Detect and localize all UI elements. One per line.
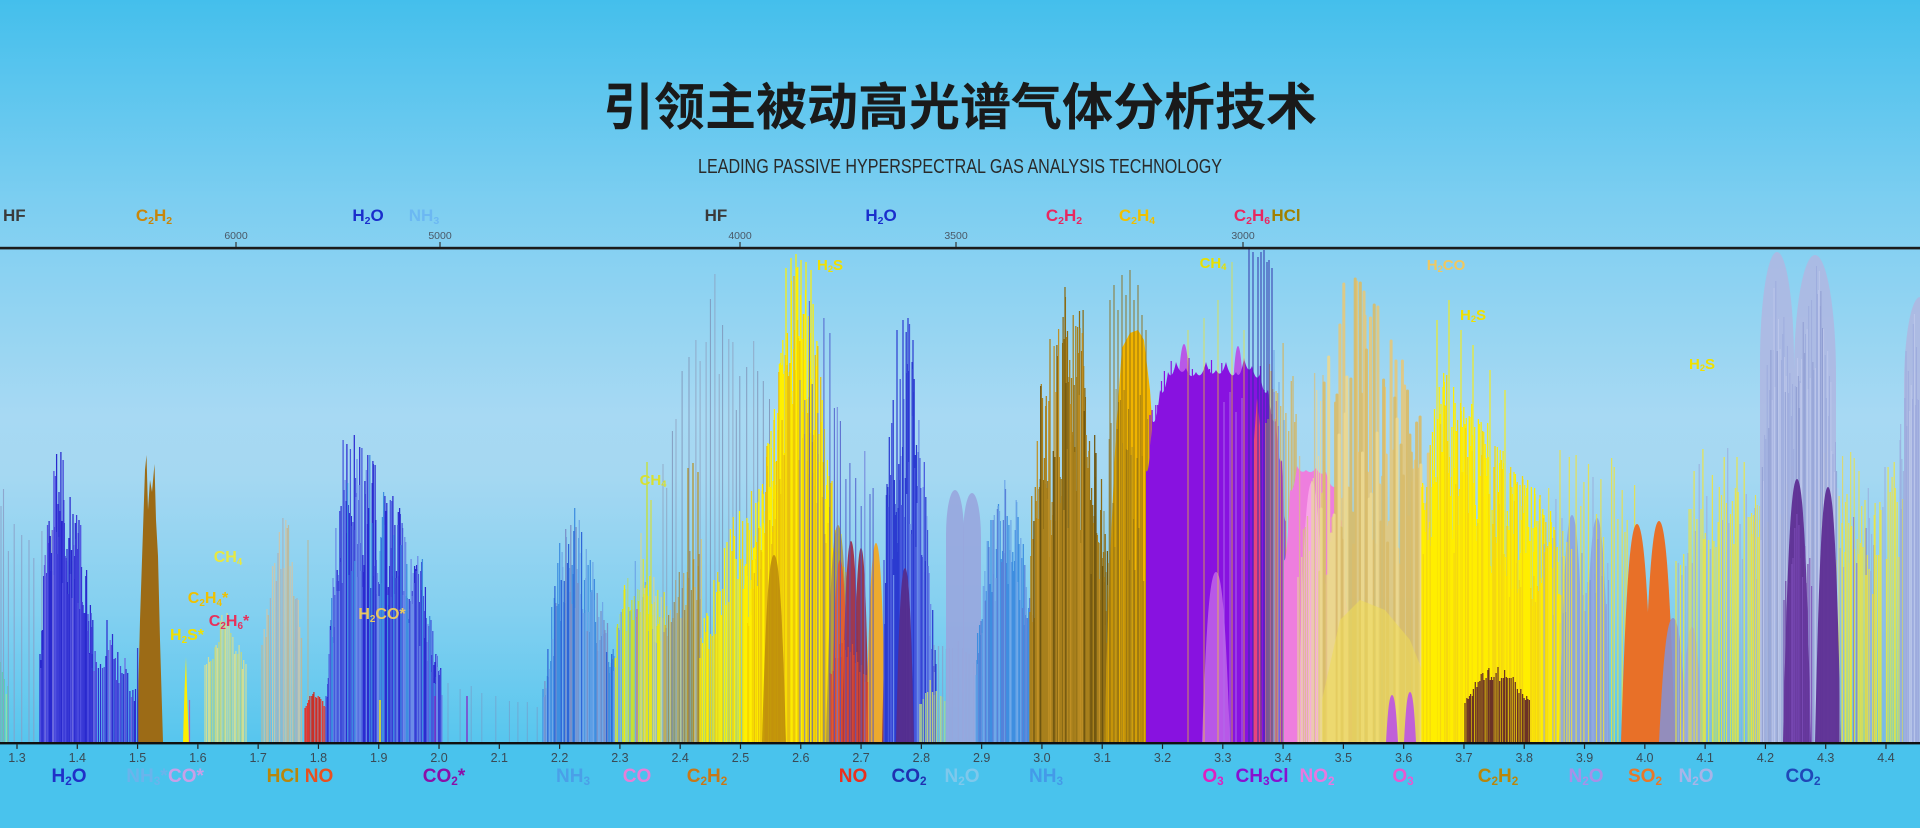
svg-text:H2S: H2S <box>1460 307 1486 324</box>
svg-text:NH3*: NH3* <box>126 766 168 788</box>
svg-text:1.3: 1.3 <box>8 751 25 765</box>
svg-text:H2S: H2S <box>1689 356 1715 373</box>
svg-text:3.5: 3.5 <box>1335 751 1352 765</box>
svg-text:4.1: 4.1 <box>1696 751 1713 765</box>
svg-text:3.1: 3.1 <box>1094 751 1111 765</box>
svg-text:HCl: HCl <box>267 766 300 787</box>
svg-text:3.9: 3.9 <box>1576 751 1593 765</box>
svg-text:2.0: 2.0 <box>430 751 447 765</box>
svg-text:1.4: 1.4 <box>69 751 86 765</box>
svg-text:2.3: 2.3 <box>611 751 628 765</box>
svg-text:NH3: NH3 <box>409 206 440 227</box>
svg-text:C2H4*: C2H4* <box>188 590 229 609</box>
svg-text:C2H2: C2H2 <box>136 206 172 227</box>
svg-text:1.6: 1.6 <box>189 751 206 765</box>
svg-text:H2S: H2S <box>817 257 843 274</box>
svg-text:3.4: 3.4 <box>1274 751 1291 765</box>
svg-text:4.2: 4.2 <box>1757 751 1774 765</box>
svg-text:6000: 6000 <box>224 230 248 242</box>
svg-text:4.3: 4.3 <box>1817 751 1834 765</box>
svg-text:SO2: SO2 <box>1628 766 1662 788</box>
svg-text:C2H6*: C2H6* <box>209 613 250 632</box>
svg-text:NO: NO <box>839 766 868 787</box>
svg-text:4000: 4000 <box>728 230 752 242</box>
svg-text:NO2: NO2 <box>1299 766 1335 788</box>
svg-text:H2S*: H2S* <box>170 627 205 646</box>
svg-text:1.8: 1.8 <box>310 751 327 765</box>
svg-text:CO2: CO2 <box>891 766 927 788</box>
svg-text:3.7: 3.7 <box>1455 751 1472 765</box>
svg-text:NH3: NH3 <box>1029 766 1063 788</box>
svg-text:4.0: 4.0 <box>1636 751 1653 765</box>
svg-text:2.2: 2.2 <box>551 751 568 765</box>
svg-text:3500: 3500 <box>944 230 968 242</box>
svg-text:1.9: 1.9 <box>370 751 387 765</box>
svg-text:CH3Cl: CH3Cl <box>1236 766 1289 788</box>
svg-text:HF: HF <box>3 206 26 225</box>
svg-text:HF: HF <box>705 206 728 225</box>
svg-text:2.1: 2.1 <box>491 751 508 765</box>
svg-text:3.0: 3.0 <box>1033 751 1050 765</box>
svg-text:N2O: N2O <box>944 766 979 788</box>
svg-text:C2H2: C2H2 <box>1046 206 1082 227</box>
svg-text:HCl: HCl <box>1271 206 1300 225</box>
svg-text:NO: NO <box>305 766 334 787</box>
svg-text:C2H4: C2H4 <box>1119 206 1155 227</box>
svg-text:2.7: 2.7 <box>852 751 869 765</box>
svg-text:CH4: CH4 <box>1200 255 1228 272</box>
svg-text:1.7: 1.7 <box>249 751 266 765</box>
svg-text:LEADING PASSIVE HYPERSPECTRAL: LEADING PASSIVE HYPERSPECTRAL GAS ANALYS… <box>698 155 1222 178</box>
svg-text:1.5: 1.5 <box>129 751 146 765</box>
svg-text:2.4: 2.4 <box>671 751 688 765</box>
svg-text:2.5: 2.5 <box>732 751 749 765</box>
svg-text:CH4: CH4 <box>214 549 243 568</box>
svg-text:3.3: 3.3 <box>1214 751 1231 765</box>
svg-text:CH4: CH4 <box>640 472 668 489</box>
svg-text:N2O: N2O <box>1678 766 1713 788</box>
svg-text:N2O: N2O <box>1568 766 1603 788</box>
svg-text:3000: 3000 <box>1231 230 1255 242</box>
svg-text:3.6: 3.6 <box>1395 751 1412 765</box>
svg-text:3.8: 3.8 <box>1516 751 1533 765</box>
svg-text:H2CO: H2CO <box>1427 257 1466 274</box>
svg-text:CO2*: CO2* <box>423 766 466 788</box>
svg-text:H2O: H2O <box>352 206 383 227</box>
svg-text:H2O: H2O <box>51 766 86 788</box>
svg-text:CO: CO <box>623 766 652 787</box>
svg-text:2.6: 2.6 <box>792 751 809 765</box>
svg-text:4.4: 4.4 <box>1877 751 1894 765</box>
svg-text:NH3: NH3 <box>556 766 590 788</box>
svg-text:H2CO*: H2CO* <box>358 606 406 625</box>
svg-text:C2H2: C2H2 <box>1478 766 1519 788</box>
svg-text:C2H6: C2H6 <box>1234 206 1270 227</box>
svg-text:5000: 5000 <box>428 230 452 242</box>
svg-text:H2O: H2O <box>865 206 896 227</box>
svg-text:2.9: 2.9 <box>973 751 990 765</box>
svg-text:CO*: CO* <box>168 766 205 787</box>
svg-text:CO2: CO2 <box>1785 766 1821 788</box>
svg-text:2.8: 2.8 <box>913 751 930 765</box>
svg-text:3.2: 3.2 <box>1154 751 1171 765</box>
svg-text:C2H2: C2H2 <box>687 766 728 788</box>
